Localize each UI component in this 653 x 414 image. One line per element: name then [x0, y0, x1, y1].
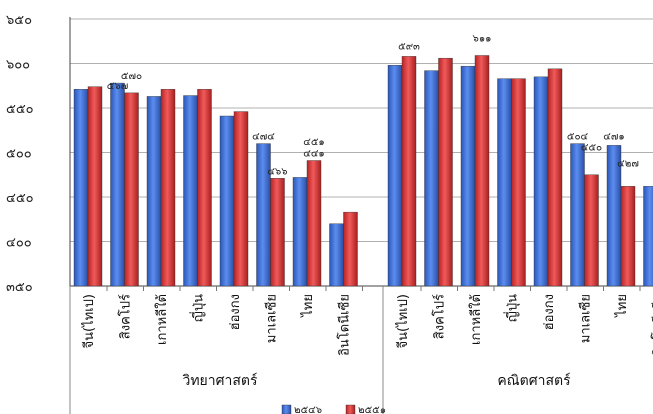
bar — [438, 57, 453, 287]
bar — [460, 65, 476, 287]
data-label: ๕๐๔ — [567, 132, 589, 143]
group-label: วิทยาศาสตร์ — [182, 372, 258, 389]
x-tick-label: อินโดนีเซีย — [651, 294, 653, 356]
y-tick-label: ๖๐๐ — [6, 58, 30, 73]
y-tick-label: ๔๐๐ — [6, 236, 32, 251]
x-tick-label: มาเลเซีย — [264, 294, 280, 343]
bar — [533, 76, 549, 287]
bars — [73, 55, 653, 287]
data-label: ๔๖๖ — [267, 166, 287, 177]
data-label: ๔๕๐ — [581, 142, 602, 153]
bar — [219, 115, 235, 287]
bar — [474, 55, 490, 287]
bar — [424, 70, 439, 287]
bar — [497, 78, 512, 287]
x-tick-label: มาเลเซีย — [578, 294, 594, 343]
x-tick-label: ฮ่องกง — [542, 294, 557, 330]
bar — [401, 56, 417, 287]
data-label: ๕๙๓ — [398, 42, 420, 53]
bar — [146, 96, 162, 287]
group-label: คณิตศาสตร์ — [497, 372, 571, 389]
data-label: ๔๕๑ — [303, 137, 324, 148]
bar — [160, 89, 176, 287]
bar — [547, 68, 563, 287]
x-tick-label: เกาหลีใต้ — [468, 294, 484, 345]
bar — [387, 65, 403, 287]
bar — [570, 143, 585, 287]
y-tick-label: ๕๐๐ — [6, 147, 32, 162]
bar — [329, 223, 344, 287]
data-label: ๕๗๐ — [121, 71, 142, 82]
legend-label: ๒๕๔๖ — [294, 405, 322, 414]
x-tick-label: เกาหลีใต้ — [154, 294, 170, 345]
bar — [87, 86, 103, 287]
x-tick-label: สิงคโปร์ — [432, 294, 448, 339]
bar — [110, 82, 125, 287]
x-tick-label: ญี่ปุ่น — [504, 294, 521, 322]
x-tick-label: จีน(ไทเป) — [395, 294, 411, 349]
legend-label: ๒๕๕๑ — [358, 405, 386, 414]
bar — [233, 111, 249, 287]
x-tick-label: อินโดนีเซีย — [337, 294, 353, 356]
y-tick-label: ๓๕๐ — [6, 280, 33, 295]
bar — [643, 186, 653, 287]
data-label: ๔๔๑ — [303, 149, 324, 160]
bar — [306, 160, 322, 287]
data-label: ๖๑๑ — [472, 34, 491, 45]
x-tick-label: สิงคโปร์ — [118, 294, 134, 339]
bar — [183, 95, 198, 287]
x-tick-label: ญี่ปุ่น — [190, 294, 207, 322]
bar — [270, 178, 285, 287]
data-label: ๔๗๔ — [252, 132, 275, 143]
y-tick-label: ๕๕๐ — [6, 102, 34, 117]
bar — [343, 211, 358, 287]
bar — [620, 186, 636, 287]
bar — [292, 177, 308, 287]
bar — [197, 89, 212, 287]
bar — [511, 78, 526, 287]
bar — [124, 92, 139, 287]
data-label: ๔๒๗ — [617, 158, 639, 169]
data-label: ๕๖๗ — [107, 81, 128, 92]
legend-swatch — [281, 404, 292, 414]
x-tick-label: ฮ่องกง — [228, 294, 243, 330]
bar — [584, 174, 599, 287]
x-tick-label: ไทย — [300, 294, 316, 318]
data-label: ๔๗๑ — [603, 132, 624, 143]
x-tick-label: จีน(ไทเป) — [81, 294, 97, 349]
y-tick-label: ๔๕๐ — [6, 191, 34, 206]
x-tick-label: ไทย — [614, 294, 630, 318]
legend: ๒๕๔๖ ๒๕๕๑ — [281, 404, 386, 414]
y-tick-label: ๖๕๐ — [6, 13, 32, 28]
bar — [73, 89, 89, 287]
legend-swatch — [345, 404, 356, 414]
bar — [256, 143, 271, 287]
